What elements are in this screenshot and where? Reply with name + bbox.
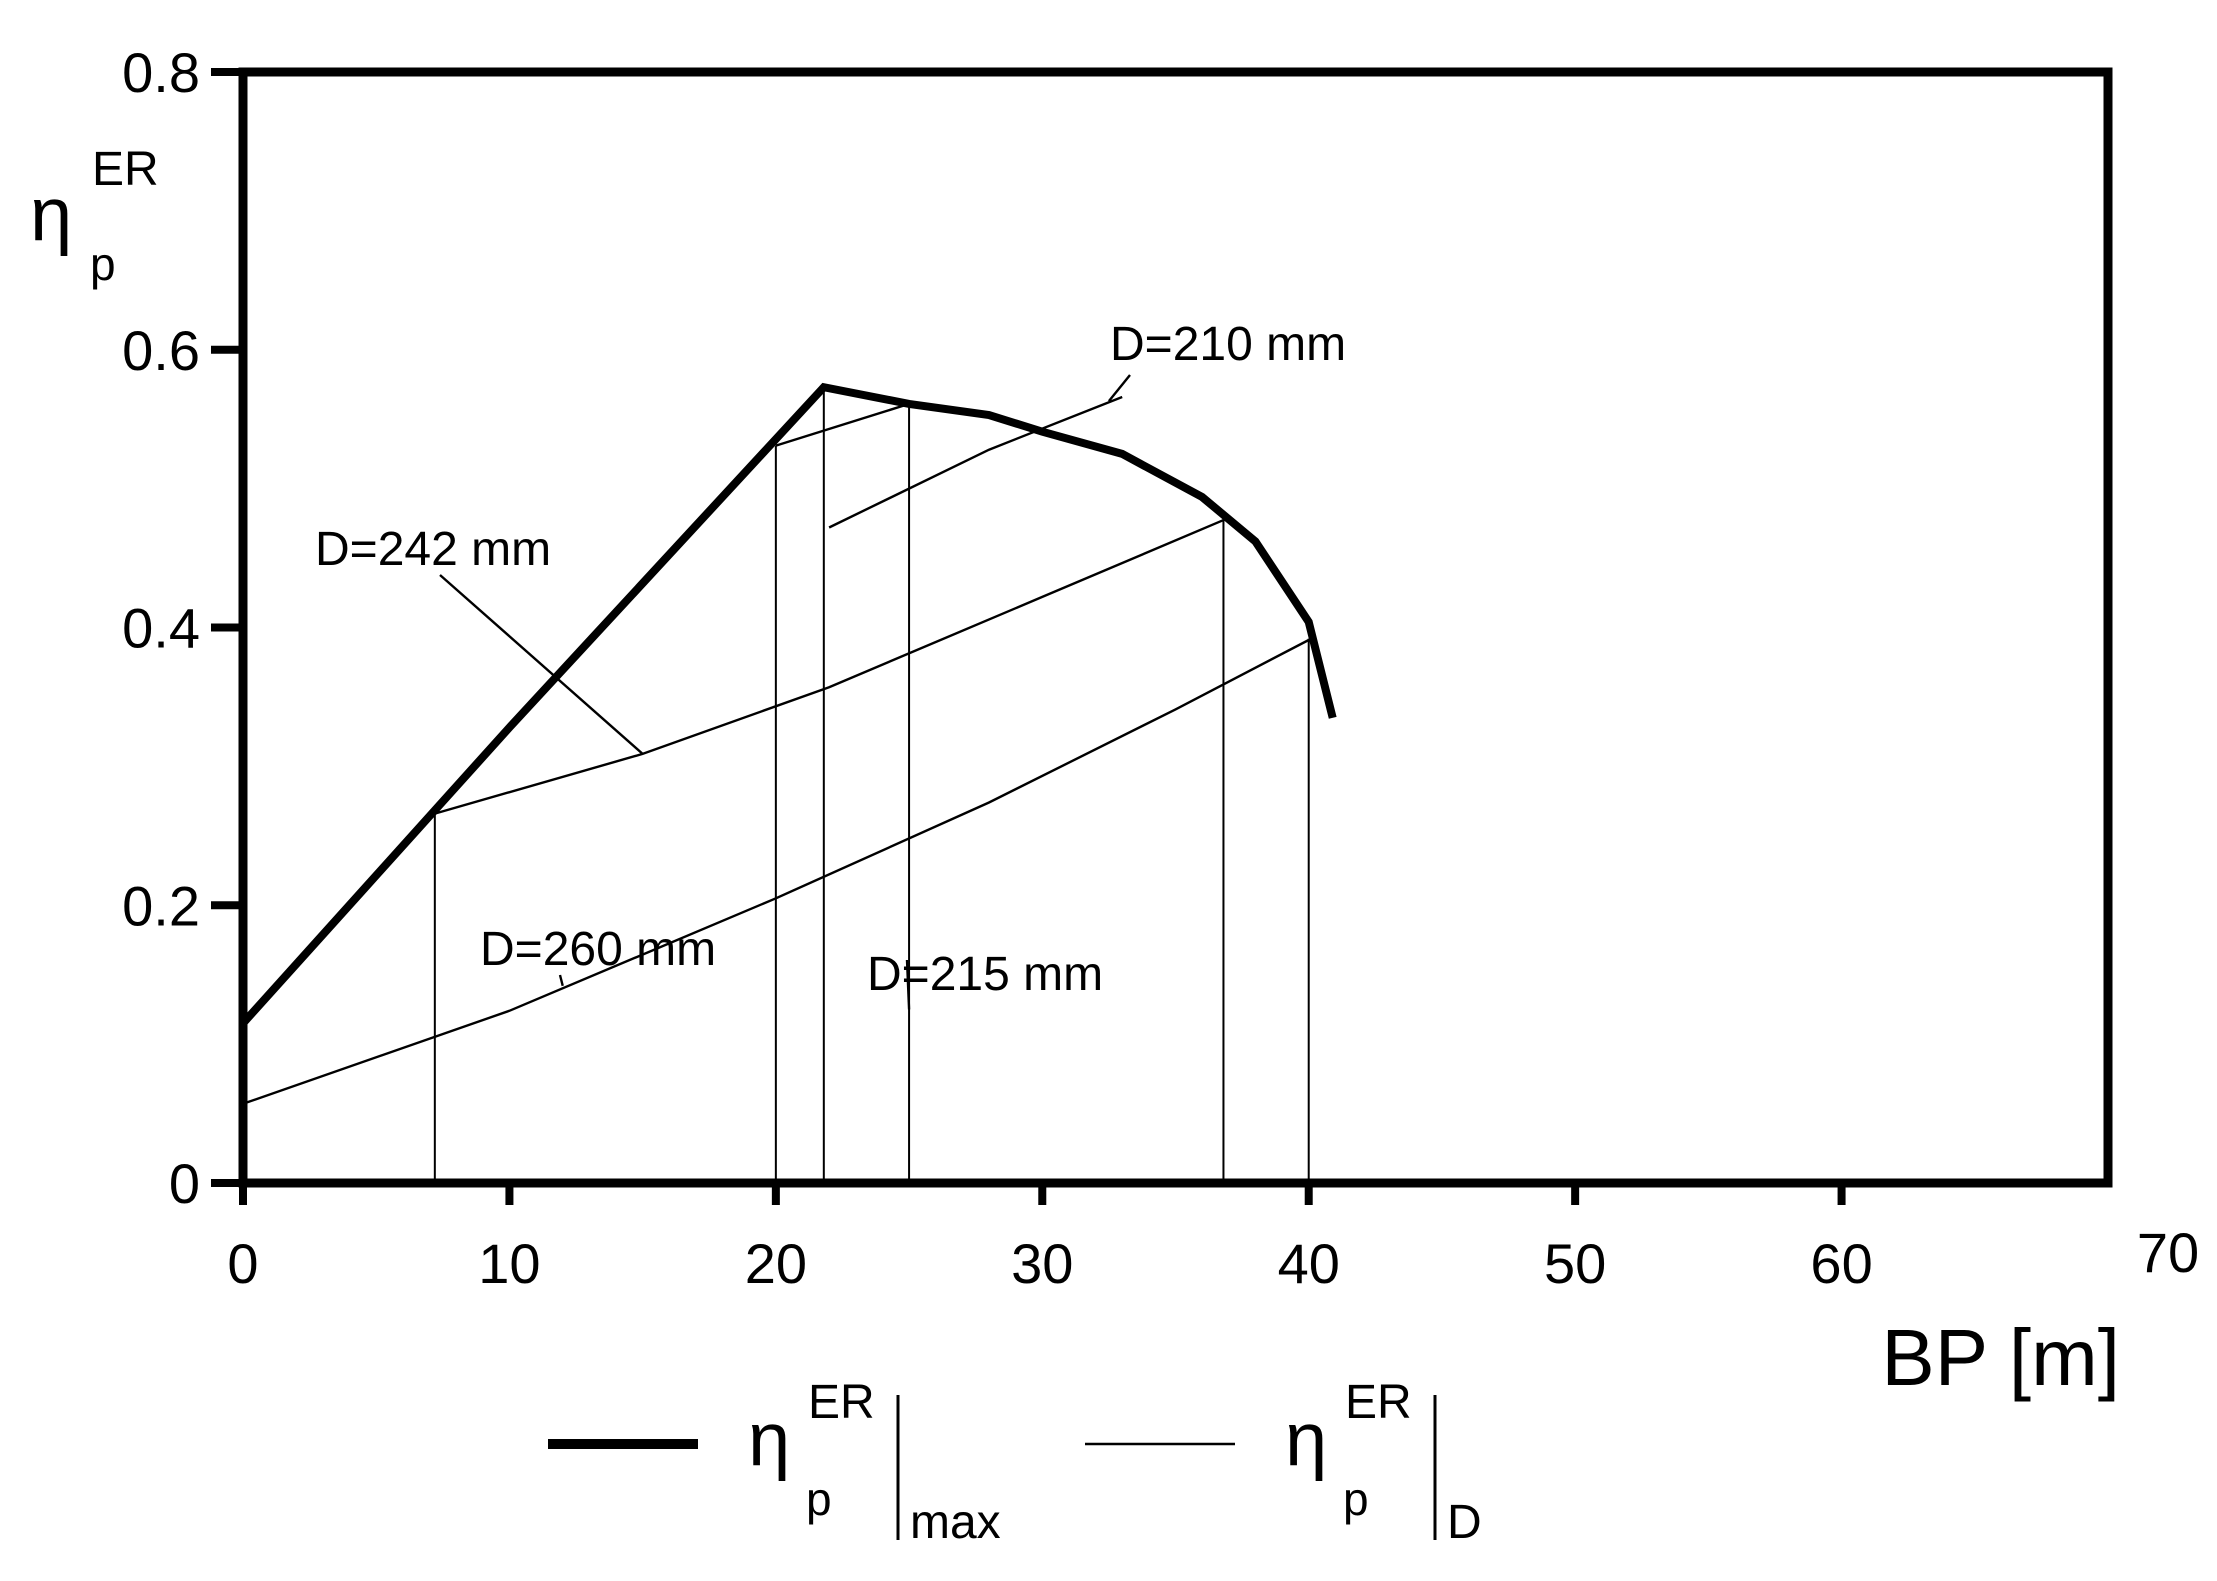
legend-sub-1: p: [1343, 1473, 1369, 1525]
tick-layer: 0 10 20 30 40 50 60 70 0 0.2 0.4 0.6 0.8: [122, 41, 2199, 1295]
legend-sup-0: ER: [808, 1376, 875, 1429]
y-axis-label-sub: p: [90, 238, 116, 290]
y-tick-label-0.8: 0.8: [122, 41, 200, 104]
legend-sub-0: p: [806, 1473, 832, 1525]
annotation-pointer-1: [439, 574, 644, 755]
annotation-label-210mm: D=210 mm: [1110, 318, 1346, 371]
y-axis-label-sup: ER: [92, 143, 159, 196]
annotation-pointer-2: [558, 974, 564, 987]
y-tick-label-0: 0: [169, 1152, 200, 1215]
label-layer: BP [m] η ER p D=210 mm D=242 mm D=260 mm D=215 …: [30, 143, 2120, 1402]
legend-sup-1: ER: [1345, 1376, 1412, 1429]
annotation-label-260mm: D=260 mm: [480, 923, 716, 976]
x-axis-label: BP [m]: [1881, 1313, 2120, 1402]
y-tick-label-0.2: 0.2: [122, 874, 200, 937]
legend-cond-1: D: [1447, 1496, 1482, 1549]
annotation-pointer-0: [1107, 374, 1131, 402]
y-tick-label-0.4: 0.4: [122, 597, 200, 660]
x-tick-label-30: 30: [1011, 1232, 1073, 1295]
y-axis-label-symbol: η: [30, 172, 72, 257]
x-tick-label-10: 10: [478, 1232, 540, 1295]
curve-max-envelope: [240, 382, 1337, 1026]
plot-frame: [238, 67, 2113, 1188]
legend-cond-0: max: [910, 1496, 1001, 1549]
x-tick-label-70: 70: [2137, 1221, 2199, 1284]
curve-260mm: [242, 638, 1310, 1105]
annotation-label-242mm: D=242 mm: [315, 523, 551, 576]
x-tick-label-0: 0: [227, 1232, 258, 1295]
annotation-label-215mm: D=215 mm: [867, 948, 1103, 1001]
legend-symbol-0: η: [748, 1397, 790, 1482]
x-tick-label-60: 60: [1810, 1232, 1872, 1295]
curve-210mm: [828, 395, 1123, 529]
plot-frame-rect: [238, 67, 2113, 1188]
annotation-pointer-3: [905, 959, 911, 1010]
x-tick-label-50: 50: [1544, 1232, 1606, 1295]
y-tick-label-0.6: 0.6: [122, 319, 200, 382]
curve-215mm: [775, 402, 910, 447]
x-tick-label-20: 20: [745, 1232, 807, 1295]
curves-layer: [240, 382, 1337, 1183]
curve-242mm: [434, 516, 1230, 815]
x-tick-label-40: 40: [1278, 1232, 1340, 1295]
legend-symbol-1: η: [1285, 1397, 1327, 1482]
legend: η ER p max η ER p D: [548, 1376, 1482, 1549]
